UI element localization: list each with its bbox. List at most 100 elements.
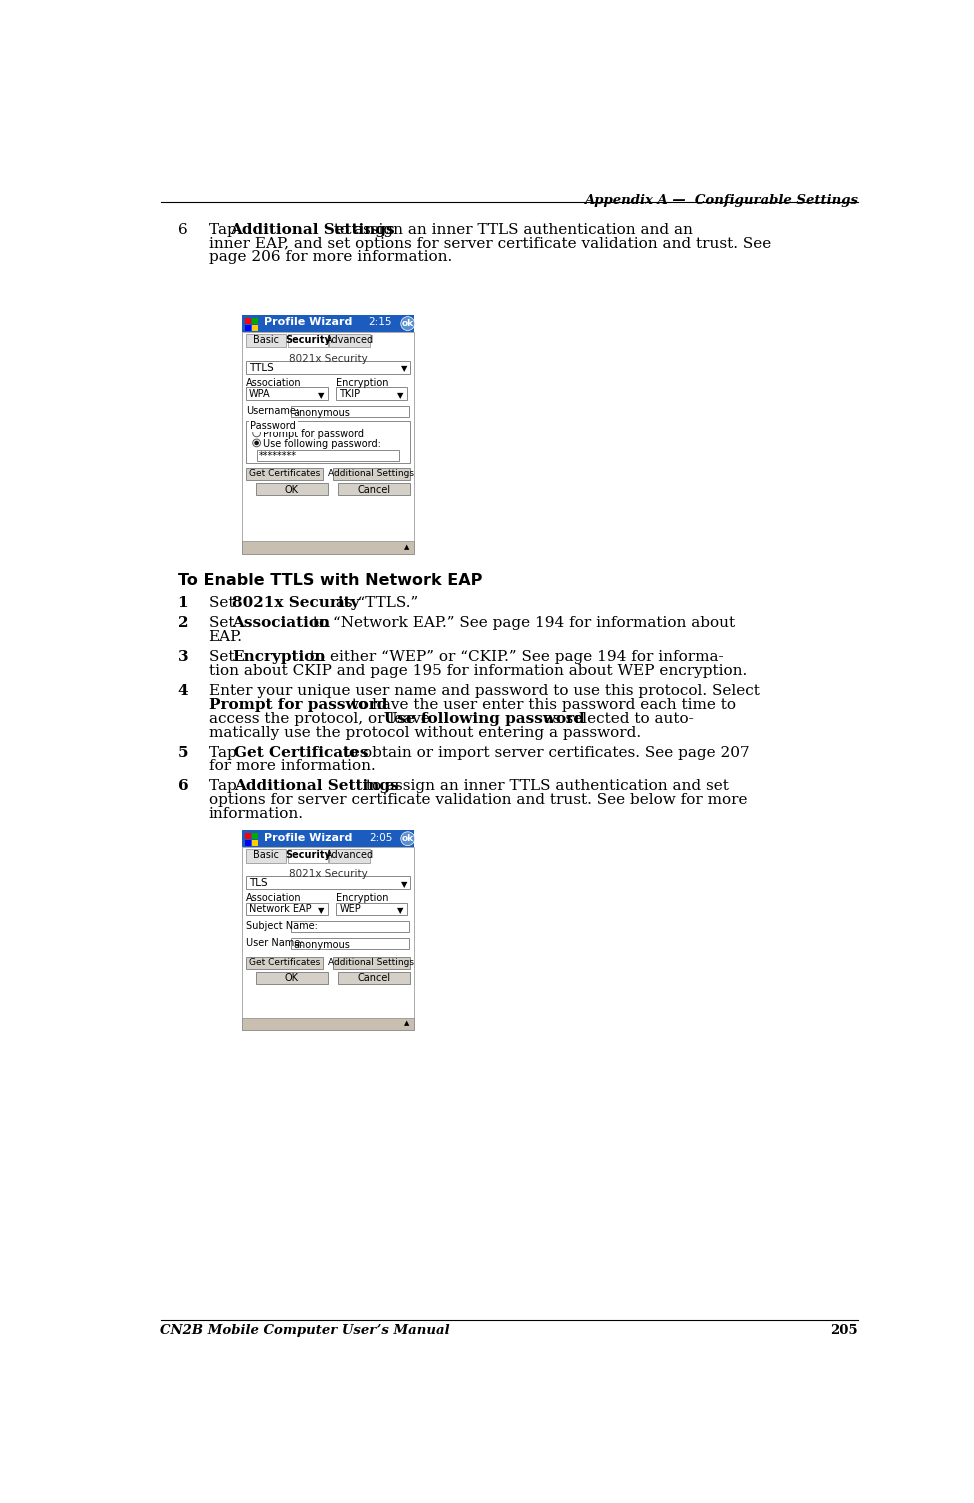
Bar xyxy=(338,482,410,496)
Text: 6: 6 xyxy=(177,222,187,236)
Text: information.: information. xyxy=(208,807,304,821)
Text: Subject Name:: Subject Name: xyxy=(245,921,318,930)
Text: 8021x Security: 8021x Security xyxy=(288,353,367,364)
Bar xyxy=(252,325,258,331)
Text: Network EAP: Network EAP xyxy=(248,905,312,914)
Text: 5: 5 xyxy=(177,745,188,759)
FancyBboxPatch shape xyxy=(245,334,286,347)
Text: OK: OK xyxy=(284,484,299,494)
Text: anonymous: anonymous xyxy=(293,939,350,950)
Bar xyxy=(242,1018,414,1031)
Text: TTLS: TTLS xyxy=(248,362,274,373)
Text: to “Network EAP.” See page 194 for information about: to “Network EAP.” See page 194 for infor… xyxy=(308,616,735,630)
Bar xyxy=(338,972,410,984)
Bar xyxy=(245,421,410,463)
Text: OK: OK xyxy=(284,974,299,983)
Bar xyxy=(252,840,258,846)
Text: page 206 for more information.: page 206 for more information. xyxy=(208,251,452,265)
Text: 8021x Security: 8021x Security xyxy=(288,869,367,879)
Text: as “TTLS.”: as “TTLS.” xyxy=(331,597,418,610)
Bar xyxy=(255,972,328,984)
Text: ok: ok xyxy=(401,834,414,843)
Text: EAP.: EAP. xyxy=(208,630,243,645)
Text: Password: Password xyxy=(250,421,296,430)
Text: Enter your unique user name and password to use this protocol. Select: Enter your unique user name and password… xyxy=(208,684,760,697)
Bar xyxy=(245,903,328,915)
Bar xyxy=(333,956,410,969)
Text: to assign an inner TTLS authentication and an: to assign an inner TTLS authentication a… xyxy=(328,222,693,236)
Text: Encryption: Encryption xyxy=(336,379,389,388)
Bar xyxy=(256,449,399,460)
Text: TKIP: TKIP xyxy=(339,389,360,398)
Text: Security: Security xyxy=(284,335,331,346)
Text: matically use the protocol without entering a password.: matically use the protocol without enter… xyxy=(208,726,641,739)
Text: 2:05: 2:05 xyxy=(369,833,393,843)
Text: WPA: WPA xyxy=(248,389,271,398)
Circle shape xyxy=(254,440,259,445)
Bar xyxy=(336,903,407,915)
Text: 3: 3 xyxy=(177,651,188,664)
Text: TLS: TLS xyxy=(248,878,268,888)
Text: ▼: ▼ xyxy=(397,391,404,400)
Bar xyxy=(242,848,414,1031)
Text: ▼: ▼ xyxy=(318,391,325,400)
Bar xyxy=(245,876,410,888)
Circle shape xyxy=(400,831,415,846)
Text: Appendix A —  Configurable Settings: Appendix A — Configurable Settings xyxy=(584,194,858,207)
Text: Encryption: Encryption xyxy=(336,893,389,903)
Text: ok: ok xyxy=(401,319,414,328)
Text: options for server certificate validation and trust. See below for more: options for server certificate validatio… xyxy=(208,794,747,807)
Bar xyxy=(242,332,414,553)
FancyBboxPatch shape xyxy=(329,849,370,863)
FancyBboxPatch shape xyxy=(329,334,370,347)
Text: User Name:: User Name: xyxy=(245,938,303,948)
Text: ▼: ▼ xyxy=(400,879,407,888)
Text: Get Certificates: Get Certificates xyxy=(248,469,320,478)
Text: Prompt for password: Prompt for password xyxy=(208,697,387,712)
Text: Encryption: Encryption xyxy=(232,651,325,664)
Bar xyxy=(245,840,251,846)
Text: 8021x Security: 8021x Security xyxy=(232,597,359,610)
Bar xyxy=(242,541,414,553)
Bar xyxy=(245,467,323,479)
Text: Profile Wizard: Profile Wizard xyxy=(264,833,352,843)
Text: Additional Settings: Additional Settings xyxy=(234,780,398,794)
Text: 2:15: 2:15 xyxy=(369,317,393,328)
Bar xyxy=(255,482,328,496)
Text: ▼: ▼ xyxy=(318,906,325,915)
Text: Get Certificates: Get Certificates xyxy=(248,957,320,966)
Text: Advanced: Advanced xyxy=(325,851,374,860)
Text: anonymous: anonymous xyxy=(293,407,350,418)
Text: Tap: Tap xyxy=(208,222,242,236)
Text: 205: 205 xyxy=(831,1324,858,1336)
Bar xyxy=(290,921,408,932)
Text: to obtain or import server certificates. See page 207: to obtain or import server certificates.… xyxy=(338,745,750,759)
Bar xyxy=(245,833,251,840)
Bar xyxy=(333,467,410,479)
Bar xyxy=(245,956,323,969)
Text: tion about CKIP and page 195 for information about WEP encryption.: tion about CKIP and page 195 for informa… xyxy=(208,664,747,678)
FancyBboxPatch shape xyxy=(287,334,328,347)
Text: 2: 2 xyxy=(177,616,188,630)
Text: Username:: Username: xyxy=(245,406,299,416)
Bar xyxy=(336,388,407,400)
Text: Get Certificates: Get Certificates xyxy=(234,745,368,759)
Bar xyxy=(242,830,414,848)
Text: ▲: ▲ xyxy=(404,1021,409,1027)
Text: CN2B Mobile Computer User’s Manual: CN2B Mobile Computer User’s Manual xyxy=(161,1324,450,1336)
Text: 4: 4 xyxy=(177,684,188,697)
Text: Use following password: Use following password xyxy=(384,711,584,726)
Bar xyxy=(245,361,410,374)
Text: access the protocol, or leave: access the protocol, or leave xyxy=(208,711,434,726)
Text: to have the user enter this password each time to: to have the user enter this password eac… xyxy=(347,697,735,712)
Text: Association: Association xyxy=(245,379,301,388)
Text: Association: Association xyxy=(245,893,301,903)
Text: Tap: Tap xyxy=(208,780,242,794)
Text: for more information.: for more information. xyxy=(208,759,375,774)
Bar xyxy=(245,388,328,400)
Bar xyxy=(290,406,408,416)
Text: inner EAP, and set options for server certificate validation and trust. See: inner EAP, and set options for server ce… xyxy=(208,236,770,251)
Text: Tap: Tap xyxy=(208,745,242,759)
Text: Profile Wizard: Profile Wizard xyxy=(264,317,352,328)
Text: Basic: Basic xyxy=(253,851,279,860)
